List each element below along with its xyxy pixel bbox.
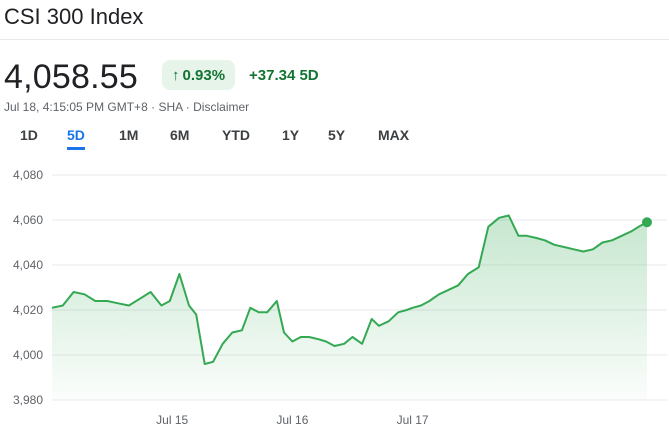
x-tick-label: Jul 15 [156, 413, 188, 427]
page-title: CSI 300 Index [4, 4, 144, 29]
price-chart[interactable]: 3,980 4,000 4,020 4,040 4,060 4,080 Jul 15 Jul … [0, 160, 669, 435]
tab-5y[interactable]: 5Y [328, 127, 346, 143]
tab-6m[interactable]: 6M [170, 127, 190, 143]
y-tick-label: 4,000 [13, 348, 43, 362]
absolute-change: +37.34 5D [249, 67, 319, 84]
chart-series [51, 214, 652, 400]
tab-1d[interactable]: 1D [20, 127, 38, 143]
x-tick-label: Jul 17 [397, 413, 429, 427]
current-price: 4,058.55 [4, 58, 138, 96]
x-tick-label: Jul 16 [276, 413, 308, 427]
change-period: 5D [299, 67, 319, 84]
tab-max[interactable]: MAX [378, 127, 410, 143]
meta-separator: · [151, 100, 156, 114]
y-tick-label: 4,080 [13, 168, 43, 182]
quote-meta: Jul 18, 4:15:05 PM GMT+8 · SHA · Disclai… [4, 100, 249, 114]
price-area-fill [52, 215, 647, 400]
y-tick-label: 4,020 [13, 303, 43, 317]
exchange-label: SHA [158, 100, 183, 114]
disclaimer-link[interactable]: Disclaimer [193, 100, 250, 114]
meta-separator: · [185, 100, 190, 114]
percent-change-value: 0.93% [182, 66, 226, 84]
tab-ytd[interactable]: YTD [222, 127, 250, 143]
y-tick-label: 4,040 [13, 258, 43, 272]
absolute-change-value: +37.34 [249, 67, 296, 84]
price-line [51, 214, 648, 365]
arrow-up-icon: ↑ [172, 66, 180, 84]
tab-1y[interactable]: 1Y [282, 127, 300, 143]
y-tick-label: 3,980 [13, 393, 43, 407]
chart-axes: 3,980 4,000 4,020 4,040 4,060 4,080 Jul 15 Jul … [13, 168, 429, 427]
quote-timestamp: Jul 18, 4:15:05 PM GMT+8 [4, 100, 148, 114]
y-tick-label: 4,060 [13, 213, 43, 227]
tab-5d[interactable]: 5D [67, 127, 85, 150]
last-price-dot [641, 217, 652, 228]
tab-1m[interactable]: 1M [119, 127, 139, 143]
header-divider [0, 39, 669, 40]
percent-change-badge: ↑ 0.93% [162, 60, 236, 90]
